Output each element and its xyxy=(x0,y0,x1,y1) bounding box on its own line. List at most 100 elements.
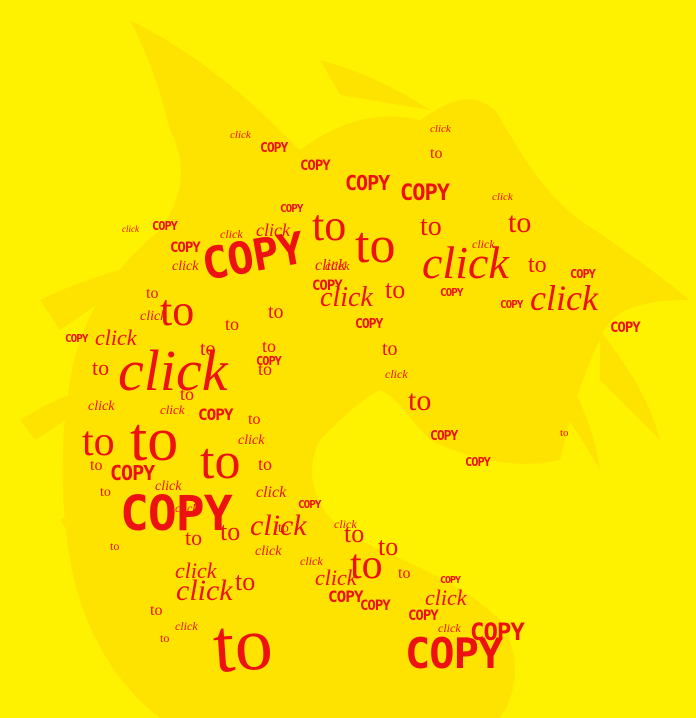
word-copy: COPY xyxy=(470,618,525,646)
word-copy: COPY xyxy=(500,298,524,311)
word-to: to xyxy=(385,275,405,304)
word-click: click xyxy=(422,237,510,288)
word-to: to xyxy=(268,301,284,323)
word-copy: COPY xyxy=(280,202,304,215)
word-to: to xyxy=(430,145,442,162)
word-copy: COPY xyxy=(440,575,461,586)
word-click: click xyxy=(160,402,185,417)
word-to: to xyxy=(528,252,547,278)
word-click: click xyxy=(172,259,199,274)
word-click: click xyxy=(315,565,358,590)
word-to: to xyxy=(508,206,531,239)
word-click: click xyxy=(122,224,140,234)
word-click: click xyxy=(315,257,346,274)
word-to: to xyxy=(220,517,240,546)
word-copy: COPY xyxy=(170,240,201,256)
word-to: to xyxy=(355,217,395,274)
word-click: click xyxy=(430,123,452,135)
word-copy: COPY xyxy=(65,332,89,345)
word-to: to xyxy=(150,602,162,619)
word-to: to xyxy=(82,419,115,465)
word-click: click xyxy=(88,399,115,414)
word-to: to xyxy=(258,454,272,474)
word-click: click xyxy=(255,544,282,559)
word-click: click xyxy=(238,433,265,448)
word-to: to xyxy=(350,542,383,588)
word-to: to xyxy=(90,457,102,474)
word-click: click xyxy=(492,191,514,203)
word-to: to xyxy=(344,519,364,548)
word-click: click xyxy=(175,619,198,633)
word-click: click xyxy=(176,574,233,607)
word-to: to xyxy=(180,384,194,404)
word-click: click xyxy=(140,309,167,324)
word-to: to xyxy=(378,532,398,561)
word-copy: COPY xyxy=(408,608,439,624)
word-copy: COPY xyxy=(256,354,283,368)
word-to: to xyxy=(110,539,119,553)
word-click: click xyxy=(175,558,218,583)
word-to: to xyxy=(146,285,158,302)
word-to: to xyxy=(210,601,275,689)
word-to: to xyxy=(200,338,216,360)
word-to: to xyxy=(258,359,272,379)
word-to: to xyxy=(92,355,109,380)
word-click: click xyxy=(95,325,138,350)
word-to: to xyxy=(100,485,111,500)
word-click: click xyxy=(118,338,229,403)
word-copy: COPY xyxy=(298,498,322,511)
word-copy: COPY xyxy=(345,171,390,195)
word-to: to xyxy=(200,433,240,490)
word-to: to xyxy=(398,565,410,582)
word-to: to xyxy=(130,406,178,474)
word-to: to xyxy=(278,521,289,536)
word-to: to xyxy=(160,286,194,335)
word-copy: COPY xyxy=(120,486,233,542)
word-to: to xyxy=(420,211,442,242)
word-copy: COPY xyxy=(198,405,234,424)
word-copy: COPY xyxy=(355,317,383,332)
word-copy: COPY xyxy=(610,320,641,336)
word-copy: COPY xyxy=(465,455,492,469)
dragon-silhouette xyxy=(20,20,690,718)
word-click: click xyxy=(320,282,373,313)
word-copy: COPY xyxy=(400,181,451,206)
word-click: click xyxy=(425,585,468,610)
word-to: to xyxy=(160,631,169,645)
word-to: to xyxy=(382,338,398,360)
word-copy: COPY xyxy=(300,158,331,174)
word-click: click xyxy=(472,237,495,251)
word-to: to xyxy=(408,384,431,417)
word-to: to xyxy=(312,201,346,250)
word-click: click xyxy=(250,509,307,542)
word-click: click xyxy=(175,501,198,515)
word-click: click xyxy=(530,278,599,318)
word-click: click xyxy=(325,258,350,273)
word-copy: COPY xyxy=(360,598,391,614)
word-click: click xyxy=(230,129,252,141)
word-to: to xyxy=(185,525,202,550)
word-click: click xyxy=(256,220,291,240)
word-copy: COPY xyxy=(260,141,288,156)
word-to: to xyxy=(225,314,239,334)
word-to: to xyxy=(248,411,260,428)
word-click: click xyxy=(300,554,323,568)
word-copy: COPY xyxy=(312,278,343,294)
word-copy: COPY xyxy=(110,461,155,485)
word-click: click xyxy=(438,621,461,635)
word-click: click xyxy=(220,227,243,241)
word-copy: COPY xyxy=(430,429,458,444)
word-to: to xyxy=(560,427,569,439)
word-to: to xyxy=(262,336,276,356)
word-copy: COPY xyxy=(405,629,504,678)
word-click: click xyxy=(334,517,357,531)
word-click: click xyxy=(155,479,182,494)
word-click: click xyxy=(385,367,408,381)
word-copy: COPY xyxy=(328,587,364,606)
word-to: to xyxy=(235,567,255,596)
word-copy: COPY xyxy=(570,267,597,281)
word-click: click xyxy=(256,484,287,501)
